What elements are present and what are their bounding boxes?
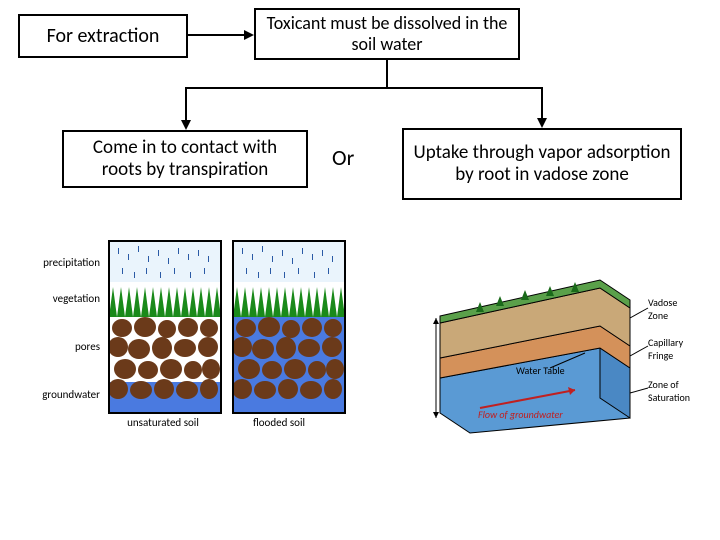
label-pores: pores: [30, 340, 100, 353]
box-vapor-adsorption: Uptake through vapor adsorption by root …: [402, 128, 682, 200]
label-groundwater: groundwater: [30, 388, 100, 401]
arrow-split-vline: [386, 60, 388, 88]
soil-panel-unsaturated: [108, 240, 222, 414]
label-flow: Flow of groundwater: [478, 408, 563, 421]
label-capillary: Capillary Fringe: [648, 336, 692, 362]
grass-zone-b: [234, 282, 344, 317]
soil-zone-unsat: [110, 317, 220, 412]
sky-zone: [110, 242, 220, 282]
arrow-left-vline: [185, 88, 187, 122]
grass-zone: [110, 282, 220, 317]
label-watertable: Water Table: [516, 364, 565, 377]
box-text: For extraction: [47, 24, 160, 48]
arrow-split-hline: [185, 87, 543, 89]
arrow-right-vline: [541, 88, 543, 120]
soil-diagram: precipitation vegetation pores groundwat…: [40, 240, 346, 414]
sky-zone-b: [234, 242, 344, 282]
box-roots-transpiration: Come in to contact with roots by transpi…: [62, 130, 308, 188]
caption-unsaturated: unsaturated soil: [108, 416, 218, 429]
label-vadose-zone: Vadose Zone: [648, 296, 692, 322]
label-precipitation: precipitation: [30, 256, 100, 269]
soil-zone-flood: [234, 317, 344, 412]
vadose-diagram: Vadose Zone Capillary Fringe Water Table…: [430, 268, 690, 438]
soil-panel-flooded: [232, 240, 346, 414]
box-toxicant: Toxicant must be dissolved in the soil w…: [254, 8, 520, 60]
arrow-left-head: [181, 120, 191, 130]
box-text: Uptake through vapor adsorption by root …: [412, 142, 672, 186]
caption-flooded: flooded soil: [224, 416, 334, 429]
box-text: Toxicant must be dissolved in the soil w…: [264, 13, 510, 54]
box-text: Come in to contact with roots by transpi…: [72, 137, 298, 181]
box-for-extraction: For extraction: [18, 14, 188, 58]
arrow-right-head: [537, 118, 547, 128]
arrow-1-head: [244, 30, 254, 40]
label-vegetation: vegetation: [30, 292, 100, 305]
arrow-1-line: [188, 34, 246, 36]
label-saturation: Zone of Saturation: [648, 378, 692, 404]
or-label: Or: [332, 144, 354, 171]
